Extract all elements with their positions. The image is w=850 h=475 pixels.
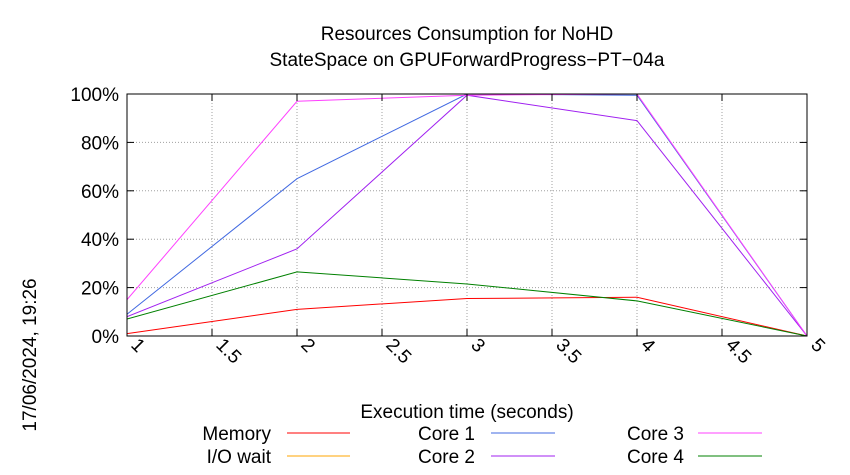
x-tick-label: 2	[296, 335, 318, 357]
timestamp-label: 17/06/2024, 19:26	[20, 278, 41, 431]
legend-label-i-o-wait: I/O wait	[207, 447, 272, 468]
chart-subtitle: StateSpace on GPUForwardProgress−PT−04a	[270, 50, 665, 71]
y-tick-label: 100%	[70, 85, 119, 106]
x-axis-label: Execution time (seconds)	[360, 402, 573, 423]
series-line-core-4	[126, 271, 808, 337]
legend-label-core-2: Core 2	[418, 447, 475, 468]
x-tick-label: 1.5	[211, 335, 245, 369]
y-tick-label: 60%	[81, 182, 119, 203]
chart-title: Resources Consumption for NoHD	[321, 24, 614, 45]
x-tick-label: 4.5	[721, 335, 755, 369]
legend-label-core-4: Core 4	[627, 447, 684, 468]
x-tick-label: 2.5	[381, 335, 415, 369]
y-tick-label: 0%	[92, 327, 120, 348]
legend-label-core-3: Core 3	[627, 424, 684, 445]
x-tick-label: 1	[126, 335, 148, 357]
series-line-memory	[126, 296, 808, 337]
series-line-core-2	[126, 94, 808, 337]
y-tick-label: 80%	[81, 133, 119, 154]
x-tick-label: 5	[806, 335, 828, 357]
grid-lines	[127, 94, 807, 336]
x-tick-label: 3	[466, 335, 488, 357]
x-tick-label: 4	[636, 335, 659, 358]
y-tick-label: 40%	[81, 230, 119, 251]
x-tick-label: 3.5	[551, 335, 585, 369]
legend-label-core-1: Core 1	[418, 424, 475, 445]
y-tick-label: 20%	[81, 279, 119, 300]
legend-label-memory: Memory	[202, 424, 271, 445]
